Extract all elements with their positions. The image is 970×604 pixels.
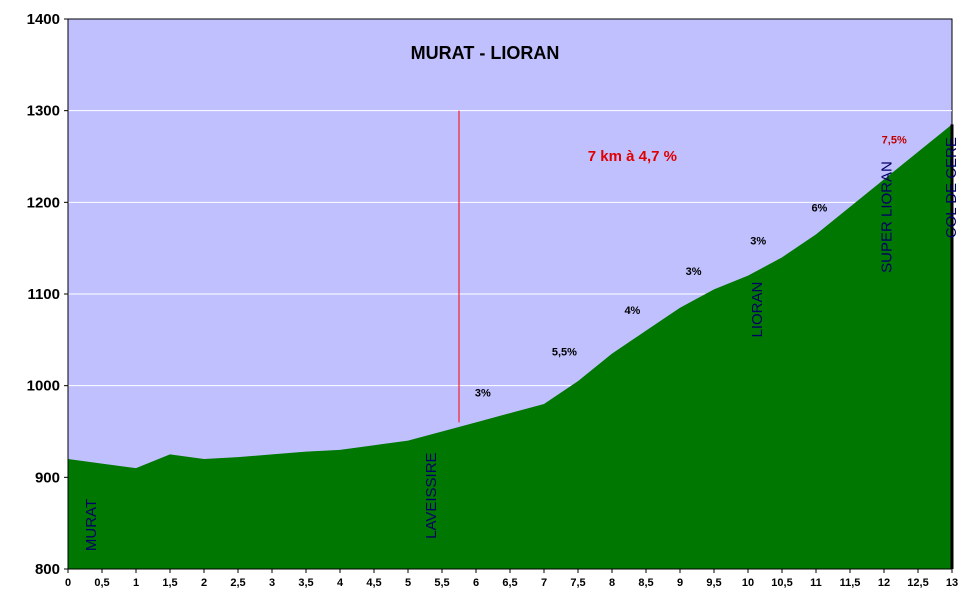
y-tick-label: 900 xyxy=(35,469,60,486)
x-tick-label: 8 xyxy=(609,577,615,589)
gradient-annotation: 3% xyxy=(686,266,702,278)
gradient-annotation: 3% xyxy=(475,388,491,400)
y-tick-label: 1000 xyxy=(27,378,60,395)
place-labels: MURAT LAVEISSIRE LIORAN SUPER LIORAN COL DE … xyxy=(83,137,960,551)
x-tick-label: 3 xyxy=(269,577,275,589)
x-tick-label: 4,5 xyxy=(366,577,381,589)
gradient-annotation: 4% xyxy=(624,305,640,317)
x-tick-label: 10 xyxy=(742,577,754,589)
gradient-annotation: 7 km à 4,7 % xyxy=(588,148,677,165)
x-tick-label: 9 xyxy=(677,577,683,589)
x-tick-label: 13 xyxy=(946,577,958,589)
x-tick-label: 0,5 xyxy=(94,577,109,589)
x-tick-label: 3,5 xyxy=(298,577,313,589)
x-tick-label: 10,5 xyxy=(771,577,792,589)
x-tick-label: 11,5 xyxy=(840,577,861,589)
gradient-annotation: 6% xyxy=(811,203,827,215)
y-tick-label: 1100 xyxy=(27,286,60,303)
x-tick-label: 9,5 xyxy=(706,577,721,589)
y-tick-label: 1200 xyxy=(27,194,60,211)
chart-title: MURAT - LIORAN xyxy=(411,43,560,63)
x-tick-label: 6,5 xyxy=(502,577,517,589)
y-tick-label: 800 xyxy=(35,561,60,578)
x-tick-label: 6 xyxy=(473,577,479,589)
x-tick-label: 7 xyxy=(541,577,547,589)
place-label: LAVEISSIRE xyxy=(423,452,440,538)
x-tick-label: 2 xyxy=(201,577,207,589)
place-label: COL DE CERE xyxy=(943,137,960,238)
y-tick-label: 1400 xyxy=(27,11,60,28)
x-tick-label: 1 xyxy=(133,577,139,589)
gradient-annotation: 3% xyxy=(750,236,766,248)
x-tick-label: 12 xyxy=(878,577,890,589)
x-tick-label: 1,5 xyxy=(162,577,177,589)
x-tick-label: 12,5 xyxy=(907,577,928,589)
place-label: LIORAN xyxy=(749,282,766,338)
x-tick-label: 4 xyxy=(337,577,344,589)
x-tick-label: 2,5 xyxy=(230,577,245,589)
elevation-area xyxy=(68,124,952,570)
x-tick-label: 11 xyxy=(810,577,822,589)
gradient-annotations: 7 km à 4,7 % 3% 5,5% 4% 3% 3% 6% 7,5% xyxy=(475,135,907,400)
x-tick-label: 5 xyxy=(405,577,411,589)
x-tick-label: 5,5 xyxy=(434,577,449,589)
gradient-annotation: 5,5% xyxy=(552,346,577,358)
x-tick-label: 7,5 xyxy=(570,577,585,589)
y-tick-label: 1300 xyxy=(27,103,60,120)
place-label: SUPER LIORAN xyxy=(878,161,895,273)
y-tick-labels: 800 900 1000 1100 1200 1300 1400 xyxy=(27,11,68,578)
place-label: MURAT xyxy=(83,499,100,551)
x-tick-label: 0 xyxy=(65,577,71,589)
x-tick-labels: 0 0,5 1 1,5 2 2,5 3 3,5 4 4,5 5 5,5 6 6,5 7 7,5 8 8,5 9 9,5… xyxy=(65,569,958,589)
x-tick-label: 8,5 xyxy=(638,577,653,589)
gradient-annotation: 7,5% xyxy=(882,135,907,147)
